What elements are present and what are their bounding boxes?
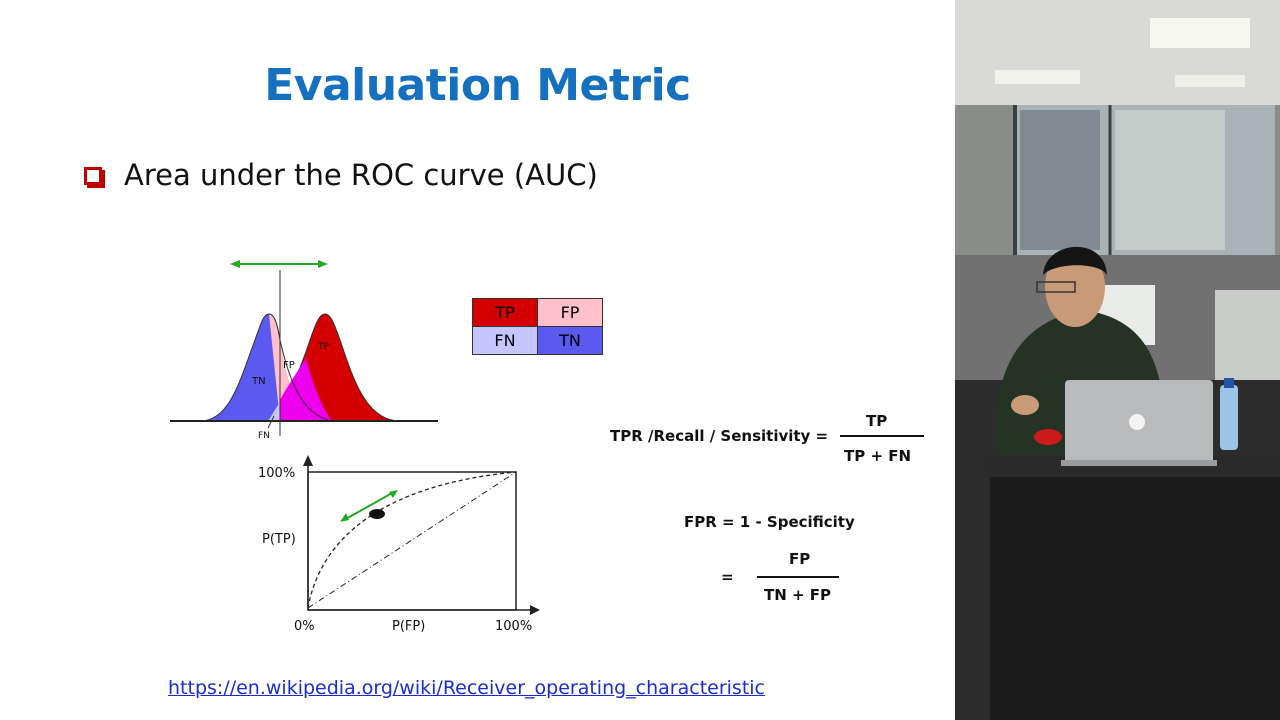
slide: Evaluation Metric Area under the ROC cur… — [84, 60, 924, 699]
roc-plot: 100% P(TP) 0% P(FP) 100% — [258, 455, 540, 634]
confusion-cell-tp: TP — [472, 298, 538, 327]
slide-title: Evaluation Metric — [264, 60, 691, 111]
fp-label: FP — [283, 360, 295, 371]
confusion-cell-fn: FN — [472, 326, 538, 355]
fpr-lhs: FPR = 1 - Specificity — [684, 513, 855, 531]
tp-label: TP — [317, 342, 329, 352]
bullet-item: Area under the ROC curve (AUC) — [84, 158, 598, 192]
negative-distribution — [199, 313, 281, 422]
confusion-matrix: TP FP FN TN — [472, 298, 603, 355]
roc-diagram: TN FP TP FN 100% P(TP) 0% P(FP) 100% — [170, 260, 540, 634]
fpr-fraction-bar — [757, 576, 839, 578]
threshold-shift-arrow-icon — [230, 260, 328, 268]
fpr-denominator: TN + FP — [764, 586, 832, 604]
roc-y-top: 100% — [258, 466, 295, 481]
roc-shift-arrow-icon — [340, 490, 398, 522]
bullet-text: Area under the ROC curve (AUC) — [124, 158, 598, 192]
confusion-cell-tn: TN — [537, 326, 603, 355]
tpr-lhs: TPR /Recall / Sensitivity = — [610, 427, 829, 445]
tn-label: TN — [251, 376, 266, 387]
laptop — [1061, 380, 1217, 466]
podium — [990, 460, 1280, 720]
roc-x-end: 100% — [495, 619, 532, 634]
fpr-equals: = — [721, 568, 734, 586]
tpr-numerator: TP — [866, 412, 888, 430]
wikipedia-link[interactable]: https://en.wikipedia.org/wiki/Receiver_o… — [168, 677, 766, 699]
presenter-video — [955, 0, 1280, 720]
confusion-cell-fp: FP — [537, 298, 603, 327]
tpr-denominator: TP + FN — [844, 447, 912, 465]
tpr-fraction-bar — [840, 435, 924, 437]
roc-y-label: P(TP) — [262, 532, 296, 547]
roc-x-start: 0% — [294, 619, 315, 634]
fn-label: FN — [258, 431, 270, 441]
fpr-numerator: FP — [789, 550, 811, 568]
bullet-square-icon — [84, 167, 102, 185]
mouse — [1034, 429, 1062, 445]
video-frame — [955, 0, 1280, 720]
roc-x-label: P(FP) — [392, 619, 425, 634]
